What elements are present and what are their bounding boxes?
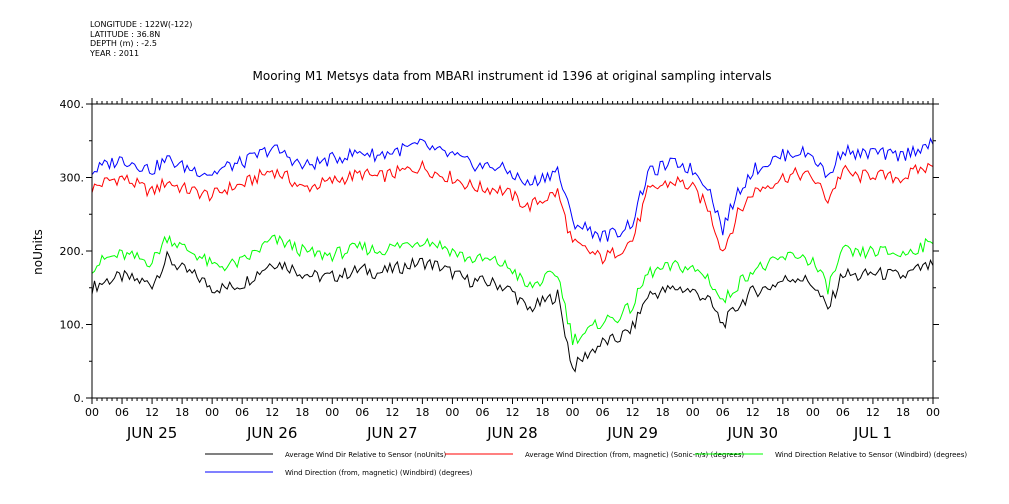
plot-frame bbox=[91, 103, 934, 399]
year-text: YEAR : 2011 bbox=[90, 48, 140, 58]
x-tick-label: 12 bbox=[265, 406, 279, 419]
x-date-label: JUL 1 bbox=[853, 424, 892, 442]
x-tick-label: 12 bbox=[866, 406, 880, 419]
x-tick-label: 18 bbox=[536, 406, 550, 419]
legend-label: Average Wind Dir Relative to Sensor (noU… bbox=[285, 451, 446, 459]
legend: Average Wind Dir Relative to Sensor (noU… bbox=[205, 451, 967, 477]
x-tick-label: 12 bbox=[145, 406, 159, 419]
x-date-label: JUN 28 bbox=[486, 424, 537, 442]
x-tick-label: 12 bbox=[626, 406, 640, 419]
x-tick-label: 06 bbox=[836, 406, 850, 419]
x-tick-label: 00 bbox=[85, 406, 99, 419]
y-axis-label: noUnits bbox=[31, 229, 45, 275]
x-date-label: JUN 27 bbox=[366, 424, 417, 442]
series-line bbox=[91, 137, 934, 243]
latitude-text: LATITUDE : 36.8N bbox=[90, 29, 161, 39]
x-date-label: JUN 25 bbox=[126, 424, 177, 442]
y-tick-label: 0. bbox=[74, 392, 85, 405]
chart-title: Mooring M1 Metsys data from MBARI instru… bbox=[253, 69, 772, 83]
x-tick-label: 12 bbox=[746, 406, 760, 419]
y-tick-label: 300. bbox=[60, 172, 85, 185]
y-tick-label: 100. bbox=[60, 319, 85, 332]
x-tick-label: 06 bbox=[235, 406, 249, 419]
metadata-block: LONGITUDE : 122W(-122) LATITUDE : 36.8N DE… bbox=[90, 20, 192, 58]
x-tick-label: 00 bbox=[566, 406, 580, 419]
x-tick-label: 00 bbox=[686, 406, 700, 419]
x-tick-label: 06 bbox=[355, 406, 369, 419]
x-tick-label: 00 bbox=[325, 406, 339, 419]
x-tick-label: 18 bbox=[896, 406, 910, 419]
longitude-text: LONGITUDE : 122W(-122) bbox=[90, 20, 193, 29]
axes: 0. 100. 200. 300. 400. 00 06 12 18 00 06 12 18 00 06 12… bbox=[60, 98, 940, 442]
series-line bbox=[91, 234, 934, 346]
x-tick-label: 00 bbox=[445, 406, 459, 419]
legend-label: Average Wind Direction (from, magnetic) … bbox=[525, 451, 744, 459]
legend-label: Wind Direction Relative to Sensor (Windb… bbox=[775, 451, 967, 459]
x-date-label: JUN 30 bbox=[727, 424, 778, 442]
x-date-label: JUN 26 bbox=[246, 424, 297, 442]
x-tick-label: 06 bbox=[115, 406, 129, 419]
x-tick-label: 00 bbox=[806, 406, 820, 419]
x-date-label: JUN 29 bbox=[606, 424, 657, 442]
x-tick-label: 06 bbox=[596, 406, 610, 419]
y-tick-label: 200. bbox=[60, 245, 85, 258]
plot-area bbox=[91, 137, 934, 373]
x-tick-label: 06 bbox=[716, 406, 730, 419]
x-tick-label: 00 bbox=[926, 406, 940, 419]
x-tick-label: 18 bbox=[175, 406, 189, 419]
x-tick-label: 00 bbox=[205, 406, 219, 419]
x-tick-label: 18 bbox=[415, 406, 429, 419]
x-tick-label: 18 bbox=[776, 406, 790, 419]
depth-text: DEPTH (m) : -2.5 bbox=[90, 39, 157, 48]
x-tick-label: 12 bbox=[506, 406, 520, 419]
x-tick-label: 18 bbox=[656, 406, 670, 419]
series-line bbox=[91, 159, 934, 265]
x-tick-label: 06 bbox=[475, 406, 489, 419]
x-tick-label: 18 bbox=[295, 406, 309, 419]
y-tick-label: 400. bbox=[60, 98, 85, 111]
x-tick-label: 12 bbox=[385, 406, 399, 419]
legend-label: Wind Direction (from, magnetic) (Windbir… bbox=[285, 469, 473, 477]
series-line bbox=[91, 250, 934, 373]
